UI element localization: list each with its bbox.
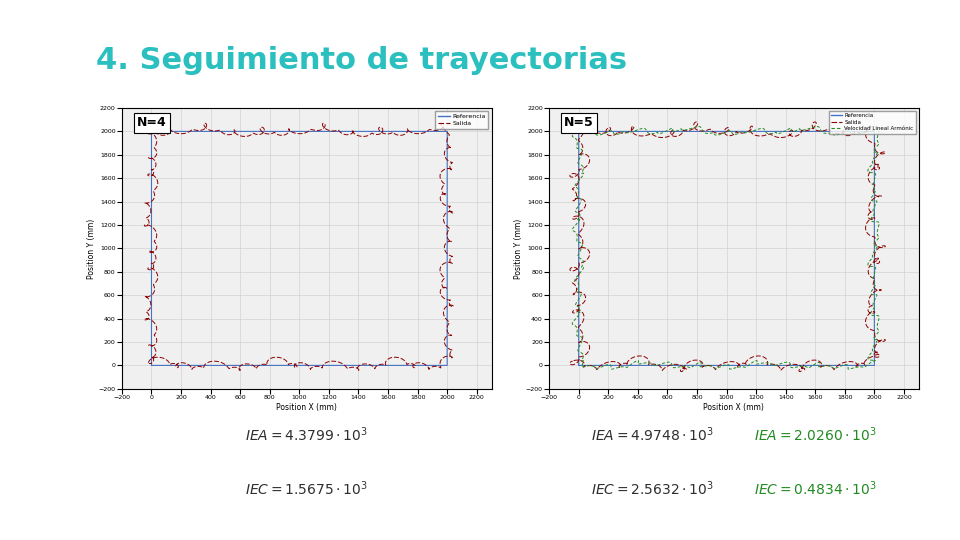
Referencia xyxy=(146,335,157,341)
Referencia xyxy=(573,362,585,369)
Salida xyxy=(868,164,879,171)
Salida xyxy=(635,353,646,359)
Velocidad Lineal Armónic xyxy=(574,333,586,340)
Text: $\mathit{IEA} = 4.9748 \cdot 10^3$: $\mathit{IEA} = 4.9748 \cdot 10^3$ xyxy=(591,426,714,444)
Referencia xyxy=(573,335,585,342)
Text: 4. Seguimiento de trayectorias: 4. Seguimiento de trayectorias xyxy=(96,46,627,75)
Referencia xyxy=(146,163,157,170)
Salida xyxy=(809,119,821,125)
Velocidad Lineal Armónic xyxy=(578,165,589,172)
Referencia xyxy=(573,335,585,341)
Salida xyxy=(446,167,458,173)
Salida xyxy=(151,340,162,346)
Text: N=5: N=5 xyxy=(564,117,593,130)
Velocidad Lineal Armónic xyxy=(606,366,617,373)
Velocidad Lineal Armónic xyxy=(577,359,588,366)
Text: $\mathit{IEC} = 1.5675 \cdot 10^3$: $\mathit{IEC} = 1.5675 \cdot 10^3$ xyxy=(245,480,369,498)
X-axis label: Position X (mm): Position X (mm) xyxy=(704,403,764,412)
Legend: Referencia, Salida, Velocidad Lineal Armónic: Referencia, Salida, Velocidad Lineal Arm… xyxy=(828,111,916,133)
Salida xyxy=(150,341,161,347)
Text: $\mathit{IEA} = 2.0260 \cdot 10^3$: $\mathit{IEA} = 2.0260 \cdot 10^3$ xyxy=(754,426,876,444)
Referencia xyxy=(206,362,218,369)
Salida xyxy=(199,362,210,368)
Salida xyxy=(676,368,687,375)
Salida xyxy=(143,360,155,367)
Line: Referencia: Referencia xyxy=(579,131,875,366)
Salida xyxy=(573,340,585,346)
Salida xyxy=(869,144,880,151)
Text: $\mathit{IEC} = 0.4834 \cdot 10^3$: $\mathit{IEC} = 0.4834 \cdot 10^3$ xyxy=(754,480,876,498)
Referencia xyxy=(573,362,585,369)
Salida xyxy=(568,357,580,364)
Referencia xyxy=(573,163,585,170)
Referencia xyxy=(442,141,453,147)
Text: $\mathit{IEC} = 2.5632 \cdot 10^3$: $\mathit{IEC} = 2.5632 \cdot 10^3$ xyxy=(591,480,714,498)
Referencia xyxy=(146,362,157,369)
Text: N=4: N=4 xyxy=(136,117,166,130)
X-axis label: Position X (mm): Position X (mm) xyxy=(276,403,337,412)
Salida xyxy=(566,358,578,365)
Velocidad Lineal Armónic xyxy=(812,123,824,130)
Referencia xyxy=(869,166,880,172)
Text: $\mathit{IEA} = 4.3799 \cdot 10^3$: $\mathit{IEA} = 4.3799 \cdot 10^3$ xyxy=(245,426,369,444)
Referencia xyxy=(869,141,880,147)
Salida xyxy=(234,367,246,374)
Velocidad Lineal Armónic xyxy=(577,360,588,366)
Salida xyxy=(573,339,585,346)
Salida xyxy=(143,360,155,366)
Salida xyxy=(573,166,585,173)
Velocidad Lineal Armónic xyxy=(633,359,644,365)
Velocidad Lineal Armónic xyxy=(575,333,587,340)
Text: Prueba 1: Ruedas en el aire: Prueba 1: Ruedas en el aire xyxy=(30,232,39,395)
Referencia xyxy=(869,128,880,134)
Line: Referencia: Referencia xyxy=(152,131,447,366)
Legend: Referencia, Salida: Referencia, Salida xyxy=(435,111,489,129)
Line: Salida: Salida xyxy=(144,123,453,370)
Salida xyxy=(437,120,448,126)
Referencia xyxy=(442,166,453,172)
Referencia xyxy=(442,128,453,134)
Velocidad Lineal Armónic xyxy=(873,141,884,148)
Line: Salida: Salida xyxy=(570,122,885,372)
Referencia xyxy=(146,362,157,369)
Velocidad Lineal Armónic xyxy=(865,163,876,169)
Y-axis label: Position Y (mm): Position Y (mm) xyxy=(87,218,96,279)
Salida xyxy=(444,144,455,150)
Y-axis label: Position Y (mm): Position Y (mm) xyxy=(515,218,523,279)
Referencia xyxy=(146,335,157,342)
Referencia xyxy=(634,362,645,369)
Salida xyxy=(147,166,158,173)
Line: Velocidad Lineal Armónic: Velocidad Lineal Armónic xyxy=(572,126,879,369)
